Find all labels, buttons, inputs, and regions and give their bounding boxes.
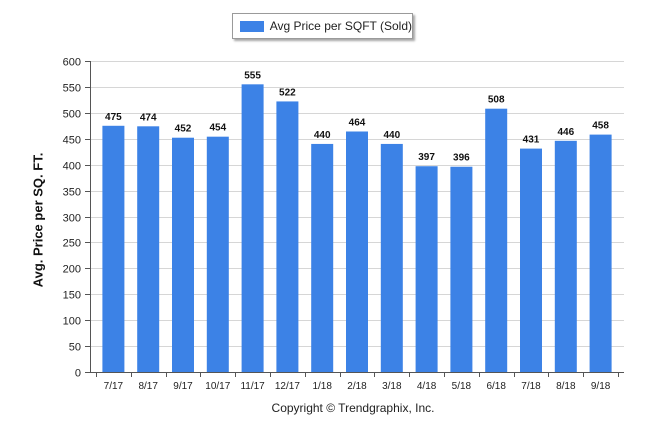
data-label: 474 xyxy=(140,112,157,123)
y-tick-label: 400 xyxy=(63,161,81,173)
legend-swatch xyxy=(240,20,264,32)
bar xyxy=(311,143,334,372)
y-tick-label: 0 xyxy=(75,368,81,380)
x-tick-label: 1/18 xyxy=(312,381,332,392)
y-tick-label: 250 xyxy=(63,238,81,250)
x-tick-label: 12/17 xyxy=(275,381,300,392)
copyright-text: Copyright © Trendgraphix, Inc. xyxy=(271,401,435,415)
bar xyxy=(450,166,473,372)
bar xyxy=(276,101,299,373)
y-tick-label: 150 xyxy=(63,290,81,302)
data-label: 431 xyxy=(523,135,540,146)
x-tick-label: 2/18 xyxy=(347,381,367,392)
bar xyxy=(485,108,508,372)
x-tick-label: 6/18 xyxy=(486,381,506,392)
data-label: 464 xyxy=(349,117,366,128)
data-label: 446 xyxy=(557,127,574,138)
y-tick-label: 100 xyxy=(63,316,81,328)
bar xyxy=(520,148,542,372)
x-tick-label: 9/17 xyxy=(173,381,193,392)
y-tick-label: 200 xyxy=(63,264,81,276)
bar xyxy=(137,126,160,372)
data-label: 555 xyxy=(244,70,261,81)
data-label: 397 xyxy=(418,152,435,163)
x-tick-label: 8/18 xyxy=(556,381,576,392)
y-tick-label: 50 xyxy=(69,342,81,354)
bar xyxy=(206,136,229,372)
y-tick-label: 450 xyxy=(63,135,81,147)
x-tick-label: 8/17 xyxy=(138,381,158,392)
x-tick-label: 11/17 xyxy=(240,381,265,392)
bar xyxy=(554,140,577,372)
data-label: 475 xyxy=(105,112,122,123)
bar xyxy=(346,131,368,372)
x-tick-label: 9/18 xyxy=(591,381,611,392)
data-label: 440 xyxy=(383,130,400,141)
x-tick-label: 4/18 xyxy=(417,381,437,392)
y-tick-label: 350 xyxy=(63,187,81,199)
bar xyxy=(589,134,612,372)
x-tick-label: 7/18 xyxy=(521,381,541,392)
data-label: 440 xyxy=(314,130,331,141)
bar xyxy=(102,125,125,373)
bar xyxy=(380,143,403,372)
y-tick-label: 300 xyxy=(63,213,81,225)
legend-label: Avg Price per SQFT (Sold) xyxy=(269,19,412,33)
data-label: 454 xyxy=(209,123,226,134)
x-tick-label: 5/18 xyxy=(452,381,472,392)
data-label: 396 xyxy=(453,153,470,164)
bar xyxy=(172,137,194,372)
x-tick-label: 3/18 xyxy=(382,381,402,392)
x-tick-label: 10/17 xyxy=(205,381,230,392)
data-label: 458 xyxy=(592,121,609,132)
data-label: 522 xyxy=(279,87,296,98)
bar xyxy=(415,166,438,372)
y-axis-label: Avg. Price per SQ. FT. xyxy=(30,152,46,288)
y-tick-label: 550 xyxy=(63,83,81,95)
data-label: 452 xyxy=(175,124,192,135)
legend: Avg Price per SQFT (Sold) xyxy=(232,13,413,39)
data-label: 508 xyxy=(488,95,505,106)
x-tick-label: 7/17 xyxy=(104,381,124,392)
bar xyxy=(241,84,264,372)
y-tick-label: 600 xyxy=(63,57,81,69)
y-tick-label: 500 xyxy=(63,109,81,121)
